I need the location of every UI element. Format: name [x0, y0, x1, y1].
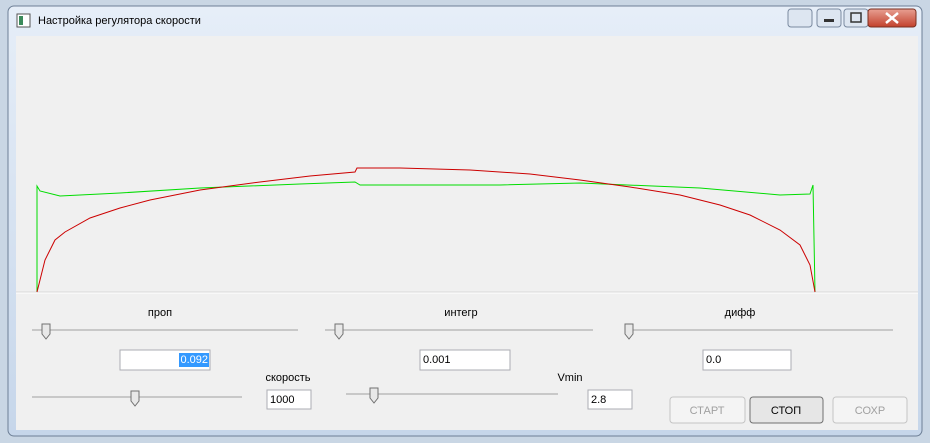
close-icon: [885, 12, 899, 24]
field-value: 0.001: [423, 354, 451, 366]
label: проп: [148, 307, 172, 319]
window-icon: [16, 13, 31, 28]
green-curve: [36, 181, 816, 293]
extra-button[interactable]: [787, 8, 813, 28]
window-title: Настройка регулятора скорости: [38, 15, 201, 27]
window-icon-part: [19, 16, 23, 25]
button[interactable]: [832, 396, 908, 424]
minimize-button[interactable]: [816, 8, 842, 28]
button[interactable]: [669, 396, 746, 424]
button-label: СТОП: [771, 405, 801, 417]
minimize-icon: [824, 19, 834, 22]
text-field[interactable]: [419, 349, 511, 371]
label: скорость: [265, 372, 310, 384]
button[interactable]: [749, 396, 824, 424]
slider-thumbs: [41, 323, 634, 407]
field-value: 2.8: [591, 394, 606, 406]
label: Vmin: [557, 372, 582, 384]
text-field[interactable]: [266, 389, 312, 410]
slider-thumb[interactable]: [369, 387, 379, 404]
maximize-icon: [850, 12, 862, 23]
maximize-button[interactable]: [843, 8, 869, 28]
label: дифф: [725, 307, 756, 319]
client-area: [16, 36, 918, 430]
slider-thumb[interactable]: [130, 390, 140, 407]
button-label: СТАРТ: [690, 405, 725, 417]
red-curve: [36, 167, 816, 293]
label: интегр: [444, 307, 477, 319]
text-field[interactable]: [587, 389, 633, 410]
button-label: СОХР: [855, 405, 885, 417]
slider-thumb[interactable]: [334, 323, 344, 340]
slider-thumb[interactable]: [624, 323, 634, 340]
sliders: [32, 329, 893, 398]
field-value: 0.0: [706, 354, 721, 366]
slider-thumb[interactable]: [41, 323, 51, 340]
field-value: 0.092: [180, 354, 208, 366]
text-field[interactable]: [702, 349, 792, 371]
selection: [179, 353, 209, 367]
field-value: 1000: [270, 394, 294, 406]
